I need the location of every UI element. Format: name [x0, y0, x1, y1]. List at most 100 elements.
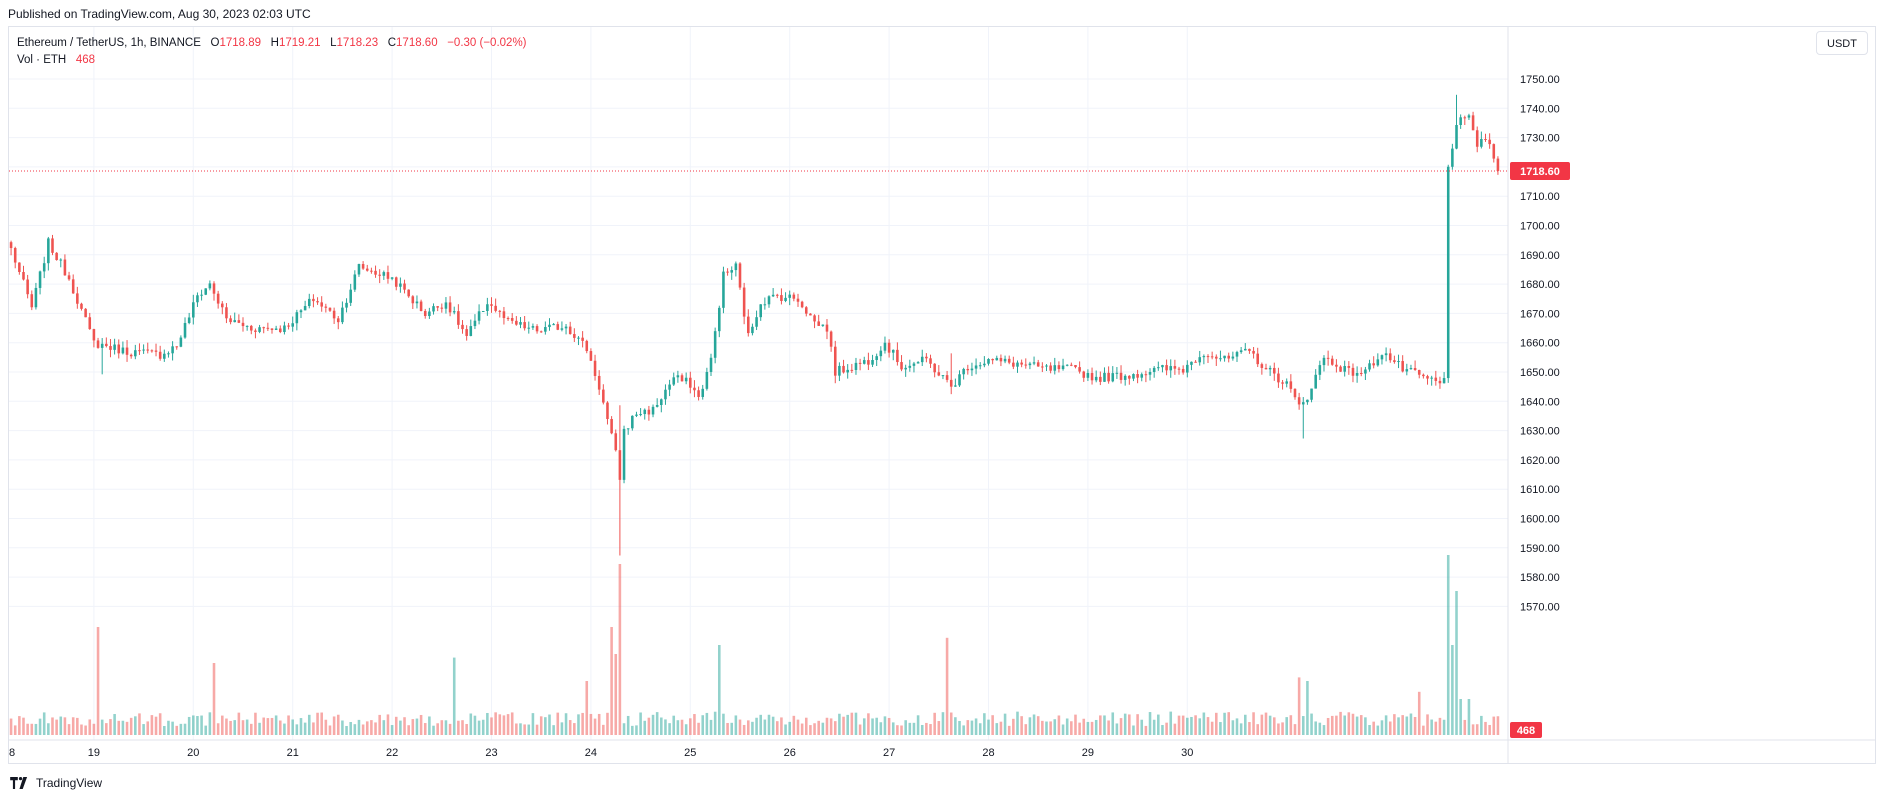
volume-bar	[221, 715, 224, 735]
footer-brand[interactable]: TradingView	[36, 776, 103, 790]
volume-bar	[183, 723, 187, 735]
volume-bar	[481, 719, 485, 735]
volume-bar	[929, 724, 932, 735]
candle-body	[200, 294, 203, 296]
candle-body	[817, 321, 820, 326]
candle-body	[38, 271, 42, 288]
candle-body	[237, 320, 241, 323]
volume-bar	[958, 720, 961, 735]
candle-body	[535, 326, 539, 332]
candle-body	[639, 414, 642, 416]
volume-bar	[365, 721, 369, 735]
volume-bar	[1231, 720, 1235, 735]
volume-label[interactable]: Vol · ETH	[17, 54, 67, 66]
volume-bar	[784, 724, 787, 735]
volume-bar	[693, 714, 696, 735]
candle-body	[287, 325, 290, 327]
y-tick-label: 1610.00	[1520, 484, 1560, 496]
x-tick-label: 23	[485, 747, 497, 759]
volume-bar	[937, 721, 941, 735]
volume-bar	[705, 712, 709, 735]
volume-bar	[933, 712, 936, 735]
candle-body	[1422, 374, 1425, 377]
volume-bar	[775, 721, 779, 735]
candle-body	[1045, 365, 1048, 367]
candle-body	[672, 377, 676, 385]
candle-body	[84, 308, 87, 318]
volume-bar	[1099, 715, 1102, 735]
volume-bar	[1016, 711, 1019, 735]
candle-body	[307, 298, 311, 307]
volume-bar	[76, 717, 79, 735]
volume-bar	[1459, 699, 1462, 735]
candle-body	[829, 331, 833, 347]
candle-body	[850, 369, 854, 371]
currency-button[interactable]: USDT	[1816, 31, 1868, 55]
candle-body	[34, 287, 38, 308]
candle-body	[270, 328, 274, 330]
volume-bar	[1463, 719, 1467, 735]
volume-bar	[515, 723, 518, 735]
candle-body	[1061, 365, 1065, 370]
volume-bar	[655, 712, 659, 735]
volume-bar	[804, 717, 808, 735]
candle-body	[452, 311, 456, 313]
candle-body	[1281, 382, 1284, 384]
candle-body	[208, 283, 212, 289]
last-price-label: 1718.60	[1520, 166, 1560, 178]
volume-bar	[1471, 724, 1475, 735]
volume-bar	[370, 720, 373, 735]
candle-body	[336, 318, 340, 323]
volume-bar	[1314, 721, 1317, 735]
volume-bar	[63, 717, 67, 735]
volume-bar	[755, 717, 758, 735]
candle-body	[1451, 148, 1454, 167]
candle-body	[941, 375, 945, 377]
candle-body	[187, 317, 191, 323]
candle-body	[423, 310, 427, 317]
candle-body	[883, 342, 887, 351]
volume-bar	[842, 716, 845, 735]
volume-bar	[361, 724, 365, 735]
volume-bar	[1239, 723, 1243, 735]
candle-body	[1488, 139, 1491, 145]
candle-body	[171, 346, 174, 354]
candle-body	[245, 325, 249, 327]
volume-bar	[212, 663, 216, 735]
candle-body	[341, 307, 344, 323]
volume-bar	[229, 720, 232, 735]
volume-bar	[689, 718, 692, 735]
chart-legend: Ethereum / TetherUS, 1h, BINANCE O1718.8…	[17, 35, 527, 69]
candle-body	[1152, 367, 1156, 372]
volume-bar	[759, 714, 762, 735]
volume-bar	[171, 721, 174, 735]
volume-bar	[846, 714, 849, 735]
volume-bar	[1128, 714, 1131, 735]
candle-body	[556, 324, 560, 330]
volume-bar	[573, 723, 576, 735]
volume-bar	[1103, 715, 1106, 735]
candle-body	[196, 295, 199, 303]
volume-bar	[1359, 715, 1363, 735]
candle-body	[684, 377, 688, 382]
candle-body	[55, 252, 58, 261]
candle-body	[1264, 367, 1268, 370]
volume-bar	[535, 724, 539, 735]
candle-body	[920, 356, 924, 363]
symbol-description[interactable]: Ethereum / TetherUS, 1h, BINANCE	[17, 37, 201, 49]
volume-bar	[991, 715, 994, 735]
candle-body	[1388, 353, 1392, 361]
candle-body	[875, 356, 878, 360]
candle-body	[1438, 380, 1442, 384]
candle-body	[722, 271, 725, 308]
candle-body	[664, 389, 667, 400]
x-tick-label: 25	[684, 747, 696, 759]
x-tick-label: 28	[982, 747, 994, 759]
y-tick-label: 1710.00	[1520, 191, 1560, 203]
candle-body	[647, 409, 651, 415]
volume-bar	[109, 719, 112, 735]
candle-body	[1256, 353, 1259, 365]
volume-bar	[1268, 715, 1272, 735]
candle-body	[299, 310, 303, 313]
